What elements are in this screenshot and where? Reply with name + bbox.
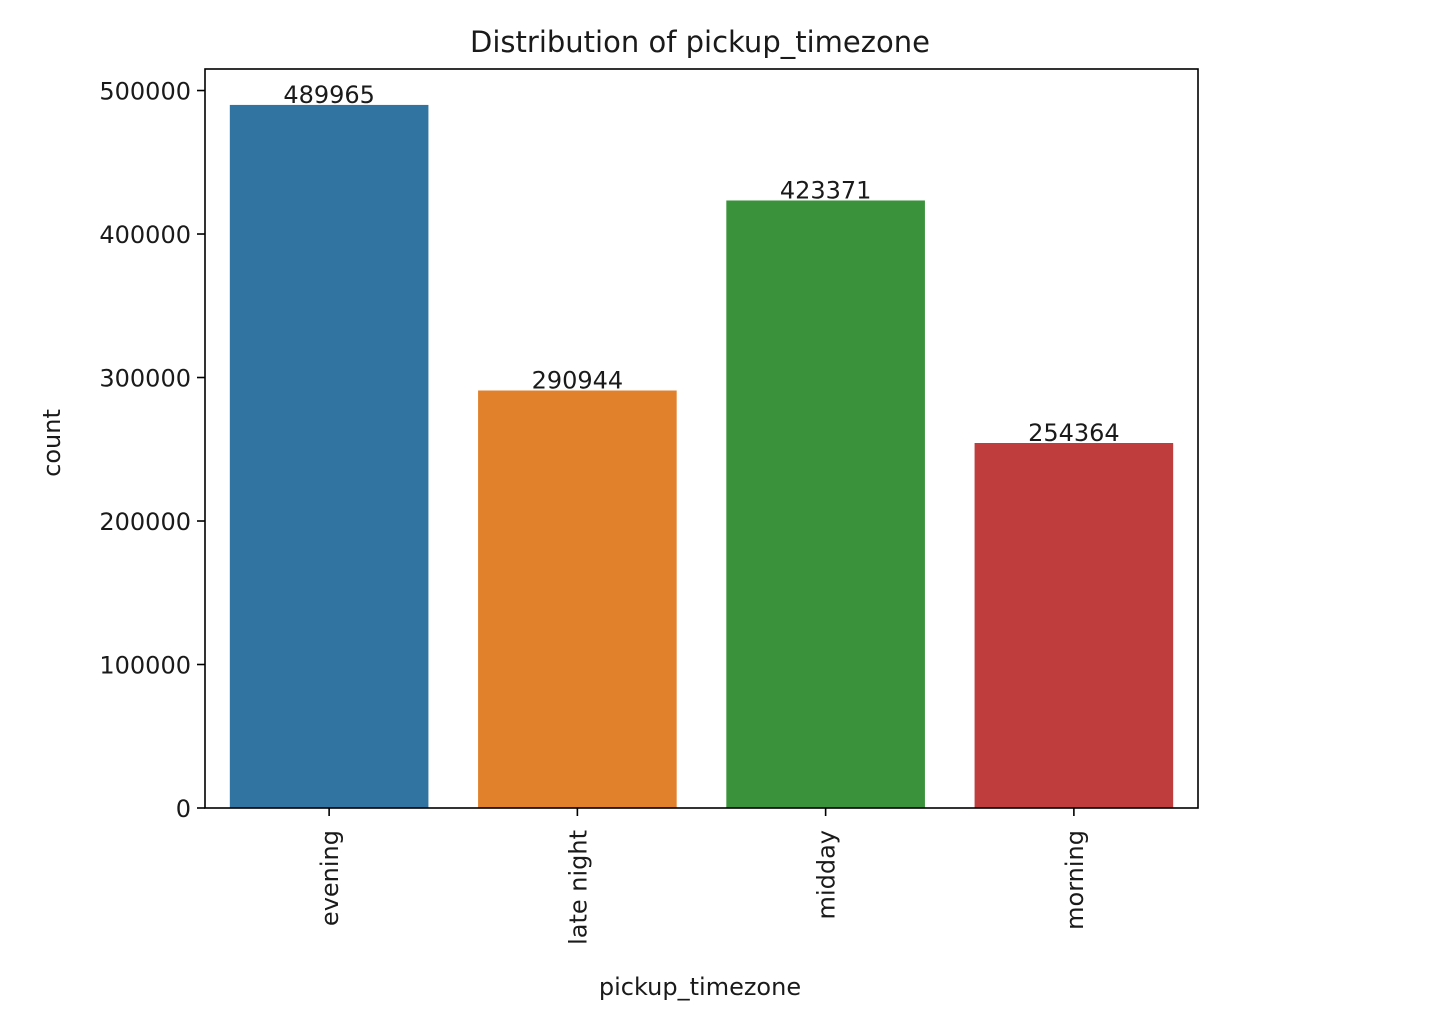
data-labels-layer: 489965 290944 423371 254364 xyxy=(283,81,1119,447)
y-tick-label: 400000 xyxy=(99,221,191,249)
data-label-late-night: 290944 xyxy=(532,367,624,395)
bars-layer xyxy=(229,104,1174,809)
bar-midday xyxy=(726,200,925,809)
data-label-midday: 423371 xyxy=(780,176,872,204)
x-tick-label-morning: morning xyxy=(1061,830,1089,930)
y-tick-label: 0 xyxy=(176,795,191,823)
y-tick-label: 500000 xyxy=(99,78,191,106)
data-label-evening: 489965 xyxy=(283,81,375,109)
bar-morning xyxy=(974,443,1174,808)
x-tick-label-late-night: late night xyxy=(564,830,592,945)
x-tick-label-midday: midday xyxy=(813,830,841,919)
data-label-morning: 254364 xyxy=(1028,419,1120,447)
x-tick-label-evening: evening xyxy=(316,830,344,926)
y-tick-label: 200000 xyxy=(99,508,191,536)
y-axis-label: count xyxy=(38,409,66,477)
ticks-layer: evening late night midday morning 0 100000 200… xyxy=(99,78,1089,945)
plot-frame xyxy=(204,68,1199,809)
y-tick-label: 100000 xyxy=(99,652,191,680)
y-tick-label: 300000 xyxy=(99,365,191,393)
x-axis-label: pickup_timezone xyxy=(599,973,801,1001)
bar-late-night xyxy=(478,390,677,808)
bar-evening xyxy=(229,104,429,808)
chart-title: Distribution of pickup_timezone xyxy=(470,25,930,59)
